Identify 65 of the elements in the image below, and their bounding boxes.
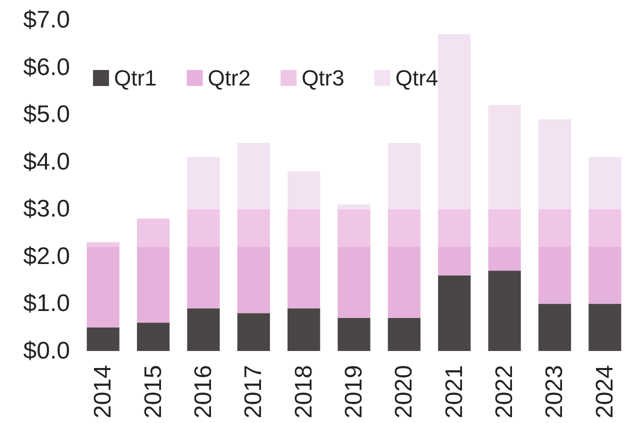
bar	[237, 313, 270, 351]
x-tick-label: 2015	[140, 365, 167, 418]
bar	[237, 142, 270, 210]
bar	[538, 304, 572, 351]
bar	[288, 209, 320, 247]
bar	[288, 308, 320, 351]
bar	[187, 246, 220, 308]
x-tick-label: 2020	[390, 365, 418, 418]
bar	[488, 209, 521, 247]
bar	[538, 246, 572, 304]
bar	[438, 209, 471, 247]
x-tick-label: 2021	[440, 365, 468, 418]
bar	[338, 209, 370, 247]
bar	[136, 246, 170, 323]
x-tick-label: 2022	[491, 365, 518, 418]
bar	[538, 119, 572, 210]
legend-label: Qtr4	[395, 66, 438, 90]
legend-label: Qtr3	[302, 66, 344, 90]
bar	[488, 270, 521, 351]
bar	[338, 318, 370, 351]
x-tick-label: 2014	[90, 365, 117, 418]
bar	[588, 157, 622, 210]
bar	[438, 34, 471, 210]
bar	[338, 204, 370, 210]
x-tick-label: 2023	[541, 365, 568, 418]
y-tick-label: $6.0	[23, 54, 70, 81]
y-tick-label: $3.0	[23, 196, 70, 223]
y-tick-label: $0.0	[23, 338, 70, 364]
x-tick-label: 2016	[190, 365, 217, 418]
bar	[187, 209, 220, 247]
bar	[86, 327, 120, 351]
y-tick-label: $4.0	[23, 148, 70, 176]
bar	[237, 209, 270, 247]
bar	[438, 246, 471, 276]
bar	[588, 246, 622, 304]
bar	[588, 209, 622, 247]
bar	[237, 246, 270, 314]
bar	[438, 275, 471, 351]
bar	[86, 242, 120, 247]
bar	[488, 105, 521, 210]
bar	[538, 209, 572, 247]
bar	[288, 171, 320, 210]
y-tick-label: $1.0	[23, 290, 70, 318]
bar	[388, 209, 420, 247]
x-tick-label: 2018	[290, 365, 318, 418]
y-tick-label: $5.0	[23, 101, 70, 128]
bar	[136, 218, 170, 247]
bar	[86, 246, 120, 328]
bar	[136, 322, 170, 351]
bar	[588, 304, 622, 351]
bar	[187, 157, 220, 210]
legend-label: Qtr1	[114, 66, 157, 90]
bar	[288, 246, 320, 308]
legend-label: Qtr2	[208, 66, 251, 90]
bar	[388, 318, 420, 351]
x-tick-label: 2019	[340, 365, 368, 418]
bar	[488, 246, 521, 271]
x-tick-label: 2024	[591, 365, 618, 418]
bar	[388, 142, 420, 210]
bar	[388, 246, 420, 318]
y-tick-label: $2.0	[23, 242, 70, 270]
y-tick-label: $7.0	[23, 6, 70, 34]
bar	[338, 246, 370, 318]
x-tick-label: 2017	[240, 365, 268, 418]
bar	[187, 308, 220, 351]
